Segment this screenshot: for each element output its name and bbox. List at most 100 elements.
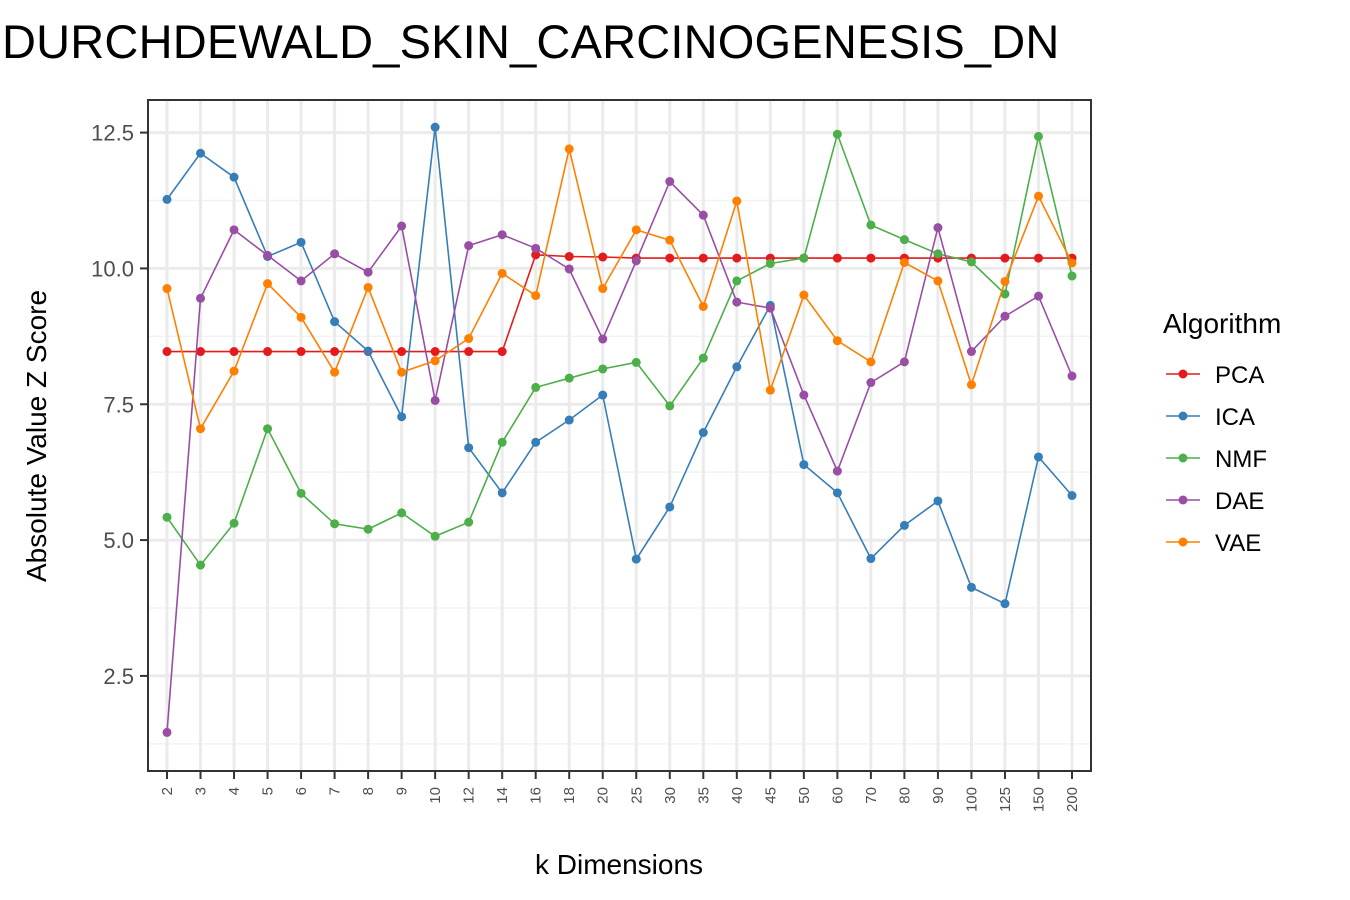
data-point-nmf <box>866 220 876 230</box>
data-point-ica <box>799 460 809 470</box>
legend-key-point <box>1178 453 1188 463</box>
data-point-nmf <box>464 517 474 527</box>
chart-title: DURCHDEWALD_SKIN_CARCINOGENESIS_DN <box>2 15 1060 68</box>
x-tick-label: 30 <box>662 787 679 804</box>
data-point-ica <box>899 520 909 530</box>
y-tick-label: 12.5 <box>91 121 134 146</box>
data-point-dae <box>263 250 273 260</box>
legend-label-nmf: NMF <box>1215 446 1267 473</box>
x-tick-label: 7 <box>327 787 344 795</box>
data-point-ica <box>564 415 574 425</box>
data-point-pca <box>263 347 273 357</box>
data-point-vae <box>899 257 909 267</box>
data-point-pca <box>497 347 507 357</box>
data-point-dae <box>397 221 407 231</box>
legend-label-dae: DAE <box>1215 488 1264 515</box>
x-tick-label: 70 <box>863 787 880 804</box>
data-point-dae <box>1067 371 1077 381</box>
data-point-ica <box>832 488 842 498</box>
data-point-ica <box>598 390 608 400</box>
data-point-vae <box>397 367 407 377</box>
data-point-ica <box>732 362 742 372</box>
data-point-vae <box>263 279 273 289</box>
data-point-vae <box>765 385 775 395</box>
legend-label-ica: ICA <box>1215 404 1255 431</box>
x-tick-label: 8 <box>360 787 377 795</box>
data-point-vae <box>933 276 943 286</box>
data-point-dae <box>330 249 340 259</box>
data-point-pca <box>832 253 842 263</box>
data-point-nmf <box>765 259 775 269</box>
data-point-ica <box>363 346 373 356</box>
data-point-pca <box>330 347 340 357</box>
x-tick-label: 18 <box>561 787 578 804</box>
data-point-ica <box>966 582 976 592</box>
data-point-vae <box>832 336 842 346</box>
data-point-ica <box>296 237 306 247</box>
x-tick-label: 9 <box>394 787 411 795</box>
x-tick-label: 6 <box>293 787 310 795</box>
legend: Algorithm PCA ICA NMF DAE VAE <box>1163 308 1281 557</box>
data-point-pca <box>229 347 239 357</box>
data-point-vae <box>564 144 574 154</box>
data-point-dae <box>832 466 842 476</box>
y-tick-label: 7.5 <box>103 392 134 417</box>
data-point-vae <box>665 235 675 245</box>
series-line-vae <box>166 148 1073 431</box>
data-point-vae <box>1033 191 1043 201</box>
data-point-nmf <box>162 512 172 522</box>
data-point-ica <box>665 502 675 512</box>
x-tick-label: 35 <box>695 787 712 804</box>
data-point-nmf <box>363 524 373 534</box>
x-tick-label: 14 <box>494 787 511 804</box>
data-point-vae <box>430 356 440 366</box>
legend-label-pca: PCA <box>1215 362 1264 389</box>
data-point-ica <box>229 172 239 182</box>
data-point-ica <box>1033 452 1043 462</box>
data-point-nmf <box>832 129 842 139</box>
x-tick-label: 3 <box>193 787 210 795</box>
y-axis-title: Absolute Value Z Score <box>21 290 52 582</box>
data-point-nmf <box>196 560 206 570</box>
data-point-nmf <box>1067 271 1077 281</box>
data-point-ica <box>933 496 943 506</box>
data-point-dae <box>430 395 440 405</box>
x-tick-label: 80 <box>896 787 913 804</box>
data-point-dae <box>799 390 809 400</box>
data-point-nmf <box>1033 131 1043 141</box>
data-point-vae <box>464 334 474 344</box>
data-point-ica <box>196 148 206 158</box>
legend-key-point <box>1178 537 1188 547</box>
data-point-vae <box>698 301 708 311</box>
series-line-nmf <box>166 131 1073 567</box>
data-point-pca <box>196 347 206 357</box>
data-point-pca <box>564 251 574 261</box>
data-point-pca <box>665 253 675 263</box>
data-point-ica <box>497 488 507 498</box>
x-tick-label: 20 <box>595 787 612 804</box>
x-tick-label: 90 <box>930 787 947 804</box>
series-line-dae <box>166 180 1073 733</box>
data-point-vae <box>866 357 876 367</box>
data-point-dae <box>866 378 876 388</box>
data-point-dae <box>765 303 775 313</box>
data-point-vae <box>1000 276 1010 286</box>
data-point-nmf <box>497 437 507 447</box>
x-tick-label: 16 <box>528 787 545 804</box>
data-point-dae <box>564 264 574 274</box>
minor-gridlines <box>148 100 1091 771</box>
data-point-nmf <box>330 519 340 529</box>
y-tick-label: 5.0 <box>103 528 134 553</box>
data-point-ica <box>430 122 440 132</box>
data-point-nmf <box>531 382 541 392</box>
x-tick-label: 60 <box>829 787 846 804</box>
legend-key-point <box>1178 369 1188 379</box>
data-point-vae <box>296 312 306 322</box>
data-point-vae <box>1067 258 1077 268</box>
y-axis: 2.5 5.0 7.5 10.0 12.5 <box>91 121 148 689</box>
x-tick-label: 50 <box>796 787 813 804</box>
x-tick-label: 5 <box>260 787 277 795</box>
data-point-nmf <box>933 249 943 259</box>
data-point-vae <box>631 225 641 235</box>
data-point-dae <box>531 243 541 253</box>
